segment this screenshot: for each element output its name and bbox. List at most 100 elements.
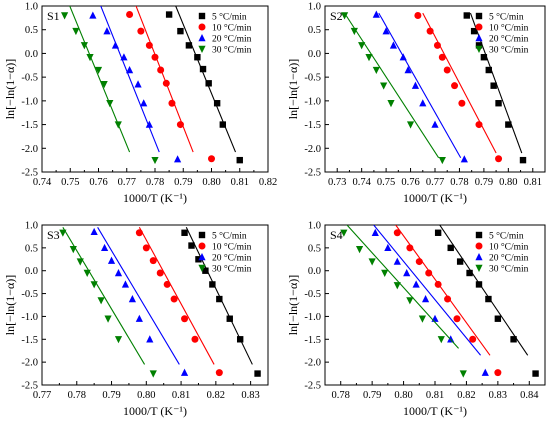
data-point (380, 82, 388, 90)
x-tick-label: 0.77 (118, 177, 136, 188)
data-point (495, 100, 502, 107)
y-tick-label: -2.0 (304, 358, 321, 369)
data-point (384, 243, 392, 252)
data-point (490, 82, 497, 89)
legend-marker (198, 34, 206, 42)
data-point (219, 121, 226, 128)
x-tick-label: 0.82 (207, 390, 225, 401)
fit-line (439, 225, 529, 356)
x-tick-label: 0.83 (489, 390, 507, 401)
legend-label: 30 °C/min (489, 44, 529, 55)
data-point (194, 54, 201, 61)
legend-label: 20 °C/min (212, 33, 252, 44)
data-point (121, 280, 130, 288)
data-point (406, 244, 414, 252)
y-tick-label: 1.0 (25, 221, 38, 232)
data-point (185, 42, 193, 49)
legend-label: 20 °C/min (212, 252, 252, 263)
data-point (151, 156, 159, 165)
data-point (451, 82, 459, 90)
y-tick-label: 0.5 (308, 25, 321, 36)
legend-marker (198, 242, 206, 250)
data-point (145, 41, 153, 49)
data-point (94, 66, 103, 75)
series-group (340, 225, 539, 378)
data-point (433, 41, 441, 49)
data-point (443, 66, 451, 74)
data-point (532, 370, 539, 377)
fit-line (344, 12, 440, 159)
data-point (174, 155, 182, 163)
data-point (340, 12, 349, 20)
data-point (350, 27, 358, 36)
data-point (111, 41, 120, 49)
x-tick-label: 0.80 (394, 390, 412, 401)
fit-line (62, 227, 146, 365)
y-tick-label: 0.0 (308, 266, 321, 277)
panel-s3: 0.77 0.78 0.79 0.80 0.81 0.82 0.83 -2.5 -2.0 -1.5… (3, 221, 269, 418)
data-point (456, 258, 464, 265)
data-point (414, 11, 422, 19)
x-axis-title: 1000/T (K⁻¹) (403, 404, 467, 418)
data-point (86, 54, 94, 62)
data-point (505, 121, 512, 128)
data-point (510, 336, 517, 343)
x-tick-label: 0.78 (68, 390, 86, 401)
data-point (403, 269, 411, 277)
data-point (447, 335, 455, 343)
data-point (180, 368, 189, 376)
panel-label: S2 (330, 9, 343, 23)
data-point (106, 100, 114, 108)
data-point (163, 280, 171, 288)
data-point (134, 80, 142, 88)
y-tick-label: 0.5 (25, 25, 38, 36)
y-tick-label: 0.0 (308, 49, 321, 60)
y-tick-label: 0.0 (25, 49, 38, 60)
data-point (365, 54, 373, 62)
fit-line (373, 225, 481, 356)
legend-marker (475, 231, 483, 239)
legend-label: 5 °C/min (489, 11, 524, 22)
y-tick-label: -0.5 (304, 73, 321, 84)
data-point (140, 99, 148, 107)
legend-marker (198, 264, 206, 272)
y-tick-label: 0.5 (308, 243, 321, 254)
data-point (149, 370, 157, 378)
data-point (156, 269, 164, 277)
data-point (104, 315, 112, 323)
data-point (495, 155, 503, 163)
data-point (195, 256, 202, 263)
x-tick-label: 0.83 (241, 390, 259, 401)
data-point (419, 99, 427, 107)
x-tick-label: 0.81 (172, 390, 190, 401)
plot-frame (41, 224, 269, 386)
data-point (393, 257, 401, 265)
data-point (146, 335, 154, 343)
data-point (460, 155, 468, 163)
data-point (438, 53, 446, 61)
data-point (162, 79, 170, 87)
panel-s2: 0.73 0.74 0.75 0.76 0.77 0.78 0.79 0.80 0.81 -2.5… (286, 2, 546, 205)
panel-label: S3 (47, 228, 60, 242)
y-tick-label: -1.0 (304, 312, 321, 323)
data-point (415, 258, 423, 266)
data-point (142, 244, 150, 252)
legend-marker (475, 45, 483, 53)
data-point (475, 281, 483, 288)
y-tick-label: 1.0 (25, 2, 38, 13)
x-tick-label: 0.80 (202, 177, 220, 188)
x-tick-label: 0.74 (352, 177, 371, 188)
x-tick-label: 0.82 (259, 177, 277, 188)
data-point (421, 295, 430, 303)
fit-line (138, 227, 215, 365)
x-tick-label: 0.79 (475, 177, 493, 188)
legend-label: 10 °C/min (212, 22, 252, 33)
y-tick-label: -2.0 (304, 144, 321, 155)
data-point (393, 229, 401, 237)
y-axis-title: ln[−ln(1−α)] (3, 59, 17, 119)
y-tick-label: -2.5 (304, 381, 321, 392)
fit-line (378, 12, 462, 159)
